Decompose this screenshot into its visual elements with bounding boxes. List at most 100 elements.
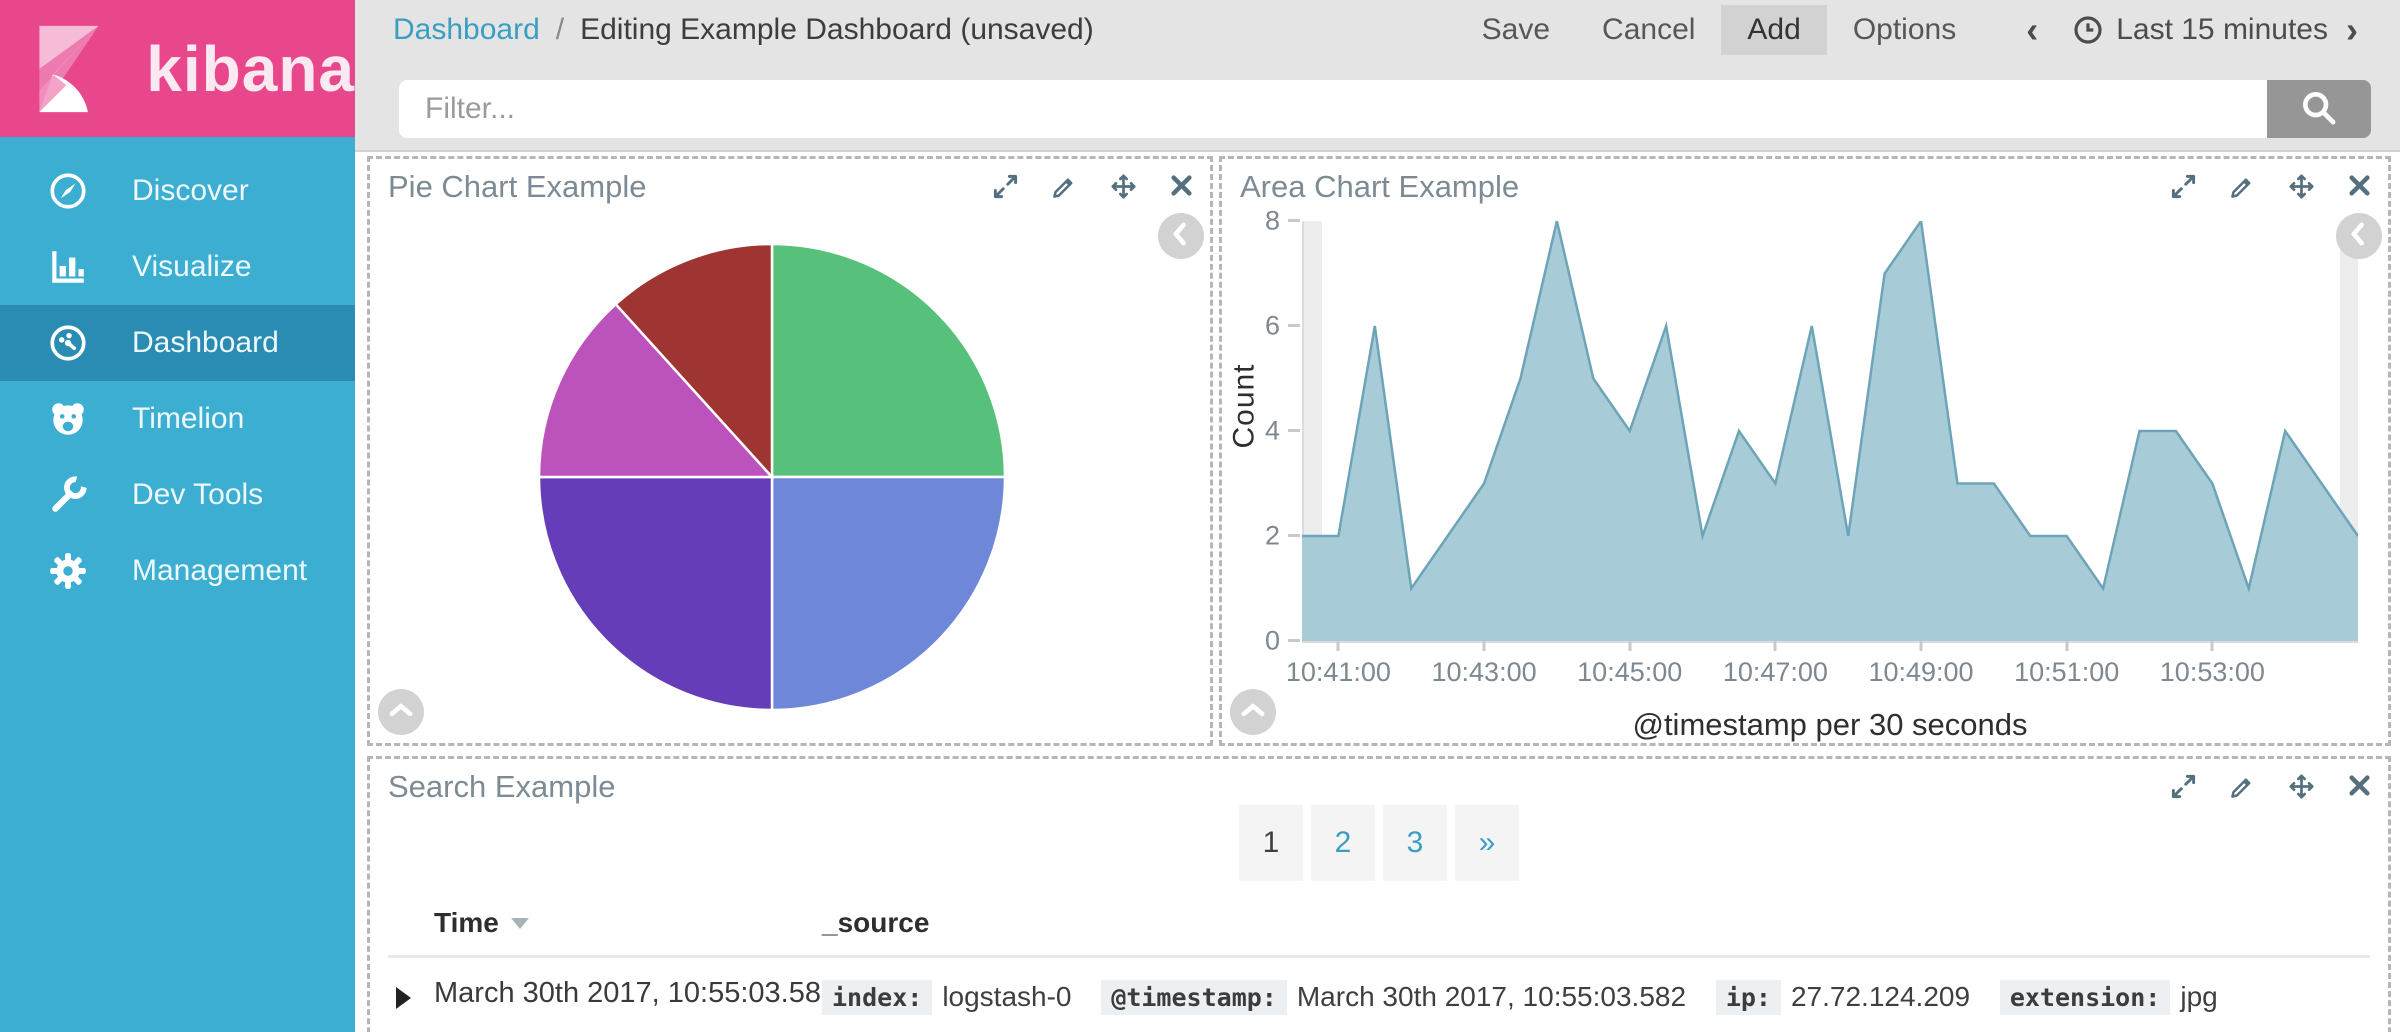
panel-actions xyxy=(2170,769,2372,800)
y-tick-mark xyxy=(1288,324,1300,327)
field-value: March 30th 2017, 10:55:03.582 xyxy=(1296,981,1687,1012)
spy-collapse-button[interactable] xyxy=(378,689,424,735)
chevron-up-icon xyxy=(1240,697,1266,728)
page-2-button[interactable]: 2 xyxy=(1311,805,1375,881)
page-3-button[interactable]: 3 xyxy=(1383,805,1447,881)
expand-panel-button[interactable] xyxy=(2170,773,2197,800)
expand-row-button[interactable] xyxy=(396,987,411,1009)
page-1-button[interactable]: 1 xyxy=(1239,805,1303,881)
y-tick-mark xyxy=(1288,429,1300,432)
panel-actions xyxy=(2170,169,2372,200)
breadcrumb-dashboard-link[interactable]: Dashboard xyxy=(393,13,540,46)
options-button[interactable]: Options xyxy=(1827,5,1982,55)
save-button[interactable]: Save xyxy=(1456,5,1576,55)
legend-collapse-button[interactable] xyxy=(2336,213,2382,259)
move-panel-button[interactable] xyxy=(2288,773,2315,800)
y-tick-label: 0 xyxy=(1264,625,1280,656)
dashboard-icon xyxy=(46,321,90,365)
x-tick-mark xyxy=(2210,641,2214,651)
panel-pie-chart: Pie Chart Example xyxy=(367,156,1213,746)
timelion-icon xyxy=(46,397,90,441)
next-pages-button[interactable]: » xyxy=(1455,805,1519,881)
area-chart[interactable] xyxy=(1302,221,2358,641)
top-toolbar: Dashboard / Editing Example Dashboard (u… xyxy=(355,0,2400,152)
x-tick-mark xyxy=(2065,641,2069,651)
chevron-left-icon xyxy=(1168,221,1194,252)
filter-input[interactable] xyxy=(399,80,2267,138)
time-forward-button[interactable]: › xyxy=(2346,9,2358,50)
edit-panel-button[interactable] xyxy=(2229,773,2256,800)
pagination: 1 2 3 » xyxy=(370,805,2388,881)
row-source-cell: index: logstash-0 @timestamp: March 30th 2… xyxy=(822,971,2360,1032)
bar-chart-icon xyxy=(46,245,90,289)
pie-slice[interactable] xyxy=(770,242,1007,479)
remove-panel-button[interactable] xyxy=(2347,773,2372,800)
time-back-button[interactable]: ‹ xyxy=(2026,9,2039,50)
sidebar-item-label: Management xyxy=(132,554,308,587)
x-tick-mark xyxy=(1628,641,1632,651)
expand-panel-button[interactable] xyxy=(992,173,1019,200)
remove-panel-button[interactable] xyxy=(1169,173,1194,200)
edit-panel-button[interactable] xyxy=(1051,173,1078,200)
magnifier-icon xyxy=(2299,88,2339,131)
sidebar-item-visualize[interactable]: Visualize xyxy=(0,229,355,305)
pie-chart[interactable] xyxy=(536,241,1008,713)
sidebar-item-dashboard[interactable]: Dashboard xyxy=(0,305,355,381)
compass-icon xyxy=(46,169,90,213)
row-time-cell: March 30th 2017, 10:55:03.582 xyxy=(434,977,838,1009)
x-tick-label: 10:53:00 xyxy=(2159,657,2265,687)
sidebar-item-discover[interactable]: Discover xyxy=(0,153,355,229)
time-picker: ‹ Last 15 minutes › xyxy=(2008,12,2376,48)
y-axis-line xyxy=(1302,221,1304,641)
sidebar-item-label: Timelion xyxy=(132,402,245,435)
cancel-button[interactable]: Cancel xyxy=(1576,5,1721,55)
sidebar-item-dev-tools[interactable]: Dev Tools xyxy=(0,457,355,533)
y-tick-label: 2 xyxy=(1264,520,1280,551)
panel-actions xyxy=(992,169,1194,200)
kibana-logo[interactable]: kibana xyxy=(0,0,355,137)
move-panel-button[interactable] xyxy=(2288,173,2315,200)
sidebar-item-label: Dev Tools xyxy=(132,478,264,511)
x-tick-mark xyxy=(1773,641,1777,651)
page-title: Editing Example Dashboard (unsaved) xyxy=(580,13,1094,46)
source-column-header: _source xyxy=(822,907,930,938)
y-tick-mark xyxy=(1288,534,1300,537)
sidebar-item-label: Visualize xyxy=(132,250,252,283)
x-tick-label: 10:47:00 xyxy=(1722,657,1828,687)
search-button[interactable] xyxy=(2267,80,2371,138)
edit-panel-button[interactable] xyxy=(2229,173,2256,200)
add-button[interactable]: Add xyxy=(1721,5,1827,55)
remove-panel-button[interactable] xyxy=(2347,173,2372,200)
sidebar-item-label: Discover xyxy=(132,174,249,207)
sort-descending-icon xyxy=(510,917,529,929)
panel-title: Search Example xyxy=(388,769,616,804)
spy-collapse-button[interactable] xyxy=(1230,689,1276,735)
kibana-logo-icon xyxy=(39,25,99,112)
time-column-header[interactable]: Time xyxy=(434,907,529,939)
field-value: 27.72.124.209 xyxy=(1790,981,1971,1012)
logo-wordmark: kibana xyxy=(146,32,355,105)
pie-slice[interactable] xyxy=(537,302,775,479)
y-tick-label: 6 xyxy=(1264,310,1280,341)
pie-slice[interactable] xyxy=(537,475,774,712)
x-tick-mark xyxy=(1336,641,1340,651)
field-value: logstash-0 xyxy=(942,981,1072,1012)
expand-panel-button[interactable] xyxy=(2170,173,2197,200)
source-line: index: logstash-0 @timestamp: March 30th 2… xyxy=(822,971,2360,1032)
legend-collapse-button[interactable] xyxy=(1158,213,1204,259)
move-panel-button[interactable] xyxy=(1110,173,1137,200)
x-tick-label: 10:43:00 xyxy=(1431,657,1537,687)
time-range-label[interactable]: Last 15 minutes xyxy=(2116,13,2328,46)
pie-slice[interactable] xyxy=(770,475,1007,712)
x-tick-mark xyxy=(1482,641,1486,651)
sidebar-nav: Discover Visualize Dashboard Timelion xyxy=(0,137,355,609)
panel-saved-search: Search Example 1 2 3 » Time _source xyxy=(367,756,2391,1032)
sidebar: kibana Discover Visualize Dashboard xyxy=(0,0,355,1032)
sidebar-item-timelion[interactable]: Timelion xyxy=(0,381,355,457)
x-tick-label: 10:45:00 xyxy=(1577,657,1683,687)
sidebar-item-label: Dashboard xyxy=(132,326,279,359)
sidebar-item-management[interactable]: Management xyxy=(0,533,355,609)
pie-slice[interactable] xyxy=(613,242,774,481)
field-name: @timestamp: xyxy=(1101,980,1287,1015)
